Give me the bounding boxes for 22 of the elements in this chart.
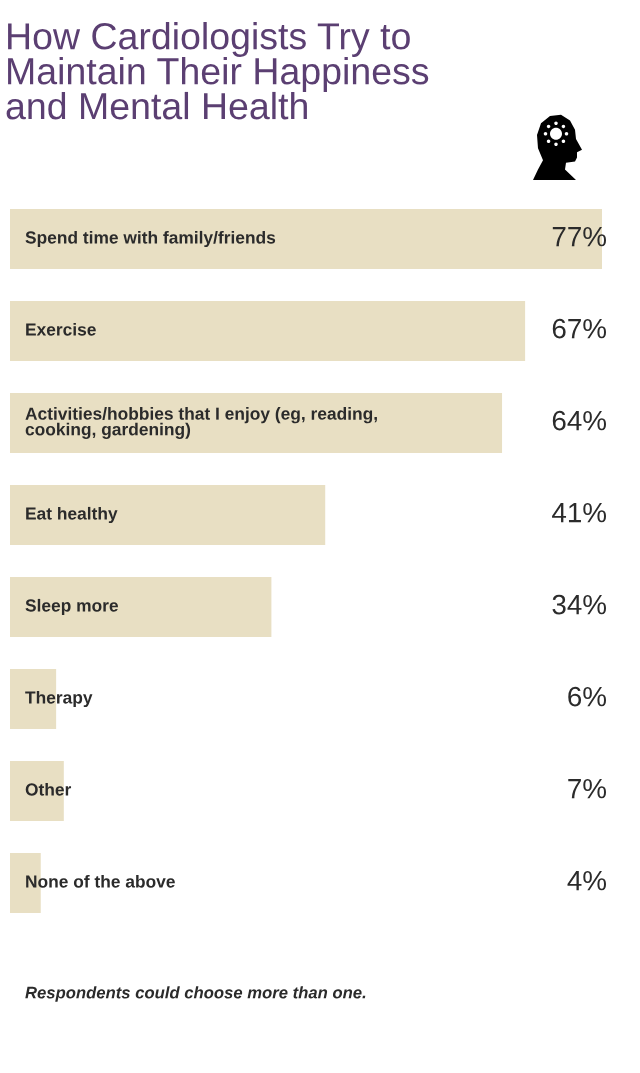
data-label: 4% — [567, 870, 607, 891]
text: Respondents could choose more than one. — [25, 986, 366, 1002]
y-tick-label: Sleep more — [25, 598, 118, 616]
y-tick-label: Therapy — [25, 690, 93, 708]
y-tick-label: Spend time with family/friends — [25, 230, 276, 248]
data-label: 67% — [552, 318, 607, 339]
bar — [10, 577, 272, 637]
data-label: 6% — [568, 686, 607, 707]
y-tick-label: None of the above — [26, 874, 175, 888]
y-tick-label: Other — [25, 782, 72, 796]
data-label: 41% — [552, 502, 607, 523]
data-label: 7% — [568, 778, 607, 799]
y-tick-label: Exercise — [26, 322, 96, 336]
y-tick-label: Activities/hobbies that I enjoy (eg, reading, cooking, gardening) — [25, 407, 377, 439]
bar — [10, 393, 503, 453]
chart-title: How Cardiologists Try to Maintain Their Happiness and Mental Health — [6, 22, 429, 120]
data-label: 34% — [552, 594, 607, 615]
data-label: 64% — [552, 410, 607, 431]
bar — [10, 485, 326, 545]
data-label: 77% — [552, 226, 607, 247]
bar — [10, 301, 526, 361]
y-tick-label: Eat healthy — [26, 506, 118, 524]
